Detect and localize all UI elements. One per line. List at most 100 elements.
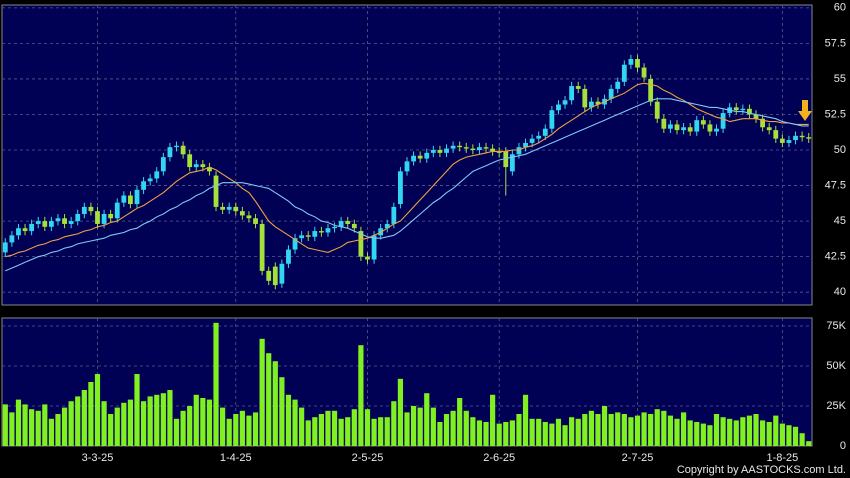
y-tick-label: 60	[834, 2, 846, 14]
candle-body	[503, 151, 509, 168]
volume-bar	[430, 407, 436, 446]
volume-bar	[48, 418, 54, 446]
volume-bar	[588, 410, 594, 446]
volume-bar	[490, 394, 496, 446]
volume-bar	[22, 404, 28, 446]
volume-bar	[88, 382, 94, 446]
volume-bar	[305, 420, 311, 446]
candle-body	[351, 223, 357, 229]
candle-body	[253, 218, 258, 224]
volume-bar	[371, 418, 377, 446]
candle-body	[272, 266, 278, 286]
volume-bar	[648, 414, 654, 446]
volume-bar	[601, 406, 608, 446]
candle-body	[674, 124, 680, 131]
candle-body	[714, 128, 719, 132]
candle-body	[463, 147, 469, 149]
volume-bar	[483, 422, 489, 446]
volume-bar	[318, 414, 324, 446]
candle-body	[621, 64, 627, 82]
candle-body	[48, 221, 54, 227]
volume-bar	[285, 394, 292, 446]
volume-bar	[542, 422, 548, 446]
volume-bar	[509, 420, 515, 446]
candle-body	[233, 206, 239, 212]
y-tick-label: 40	[834, 286, 846, 298]
volume-bar	[760, 420, 766, 446]
candle-body	[648, 78, 654, 102]
candle-body	[141, 181, 146, 190]
volume-bar	[496, 423, 502, 446]
candle-body	[760, 118, 766, 128]
candle-body	[766, 127, 772, 131]
volume-bar	[727, 418, 733, 446]
y-tick-label: 42.5	[825, 251, 846, 263]
volume-bar	[786, 425, 792, 446]
volume-bar	[779, 423, 785, 446]
volume-bar	[437, 422, 443, 446]
y-tick-label: 50	[834, 144, 846, 156]
candle-body	[569, 86, 575, 101]
volume-bar	[700, 423, 706, 446]
volume-bar	[424, 393, 430, 446]
volume-bar	[81, 390, 87, 446]
y-tick-label: 47.5	[825, 179, 846, 191]
candle-body	[529, 138, 535, 143]
candle-body	[733, 107, 739, 111]
x-tick-label: 2-5-25	[352, 452, 384, 464]
volume-bar	[463, 410, 469, 446]
candle-body	[635, 59, 640, 68]
moving-average	[5, 98, 809, 272]
candle-body	[16, 228, 21, 236]
copyright: Copyright by AASTOCKS.com Ltd.	[677, 464, 846, 476]
price-panel	[1, 4, 813, 306]
candle-body	[430, 150, 436, 153]
volume-bar	[621, 414, 627, 446]
candle-body	[424, 152, 430, 159]
volume-bar	[529, 418, 535, 446]
volume-bar	[279, 377, 285, 446]
volume-bar	[536, 418, 542, 446]
volume-bar	[75, 396, 81, 446]
candle-body	[509, 154, 515, 172]
volume-bar	[154, 394, 160, 446]
x-tick-label: 2-6-25	[483, 452, 515, 464]
candle-body	[88, 206, 94, 212]
volume-bar	[160, 393, 166, 446]
candle-body	[668, 124, 673, 129]
candle-body	[55, 218, 61, 222]
volume-bar	[806, 441, 812, 446]
volume-bar	[55, 414, 61, 446]
volume-bar	[766, 422, 772, 446]
candle-body	[174, 145, 179, 148]
candle-body	[42, 221, 48, 227]
volume-bar	[239, 410, 245, 446]
volume-bar	[575, 418, 581, 446]
candle-body	[68, 221, 74, 224]
volume-bar	[114, 407, 120, 446]
candle-body	[477, 147, 482, 151]
candle-body	[108, 214, 114, 219]
y-tick-label: 75K	[826, 320, 846, 332]
volume-bar	[615, 412, 621, 446]
candle-body	[786, 140, 792, 143]
arrow	[798, 100, 812, 121]
candle-body	[773, 130, 779, 139]
volume-bar	[351, 409, 357, 446]
volume-bar	[213, 322, 219, 446]
volume-bar	[312, 417, 318, 446]
candle-body	[167, 147, 173, 158]
candle-body	[398, 171, 403, 205]
candle-body	[325, 228, 331, 233]
candle-body	[411, 155, 416, 162]
volume-bar	[384, 417, 390, 446]
volume-bar	[127, 399, 134, 446]
candle-body	[687, 127, 693, 132]
candle-body	[793, 135, 798, 141]
volume-bar	[674, 418, 680, 446]
x-tick-label: 2-7-25	[622, 452, 654, 464]
volume-bar	[94, 374, 101, 446]
volume-bar	[200, 398, 206, 446]
volume-bar	[266, 353, 272, 446]
